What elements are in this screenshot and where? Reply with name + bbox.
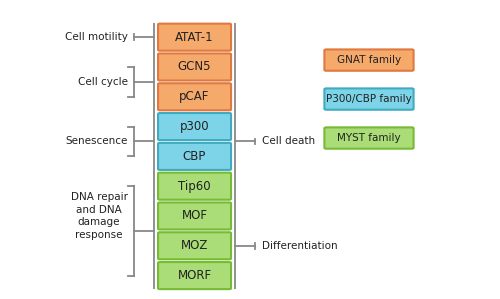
FancyBboxPatch shape (158, 232, 231, 259)
Text: Differentiation: Differentiation (262, 241, 337, 251)
FancyBboxPatch shape (158, 24, 231, 51)
Text: Senescence: Senescence (65, 136, 128, 147)
FancyBboxPatch shape (158, 202, 231, 230)
FancyBboxPatch shape (158, 173, 231, 200)
Text: CBP: CBP (183, 150, 206, 163)
Text: Cell cycle: Cell cycle (78, 77, 128, 87)
Text: GNAT family: GNAT family (337, 55, 401, 65)
Text: pCAF: pCAF (180, 90, 210, 103)
Text: MYST family: MYST family (337, 133, 401, 143)
Text: MORF: MORF (178, 269, 212, 282)
FancyBboxPatch shape (158, 54, 231, 80)
FancyBboxPatch shape (158, 83, 231, 110)
Text: GCN5: GCN5 (178, 60, 212, 74)
FancyBboxPatch shape (324, 49, 414, 71)
Text: Cell death: Cell death (262, 136, 314, 147)
Text: P300/CBP family: P300/CBP family (326, 94, 412, 104)
FancyBboxPatch shape (324, 89, 414, 110)
Text: Cell motility: Cell motility (64, 32, 128, 42)
FancyBboxPatch shape (158, 113, 231, 140)
Text: MOZ: MOZ (181, 239, 208, 252)
FancyBboxPatch shape (324, 127, 414, 149)
Text: ATAT-1: ATAT-1 (175, 31, 214, 44)
FancyBboxPatch shape (158, 143, 231, 170)
Text: MOF: MOF (182, 210, 208, 222)
Text: Tip60: Tip60 (178, 180, 211, 193)
FancyBboxPatch shape (158, 262, 231, 289)
Text: p300: p300 (180, 120, 210, 133)
Text: DNA repair
and DNA
damage
response: DNA repair and DNA damage response (70, 192, 128, 239)
